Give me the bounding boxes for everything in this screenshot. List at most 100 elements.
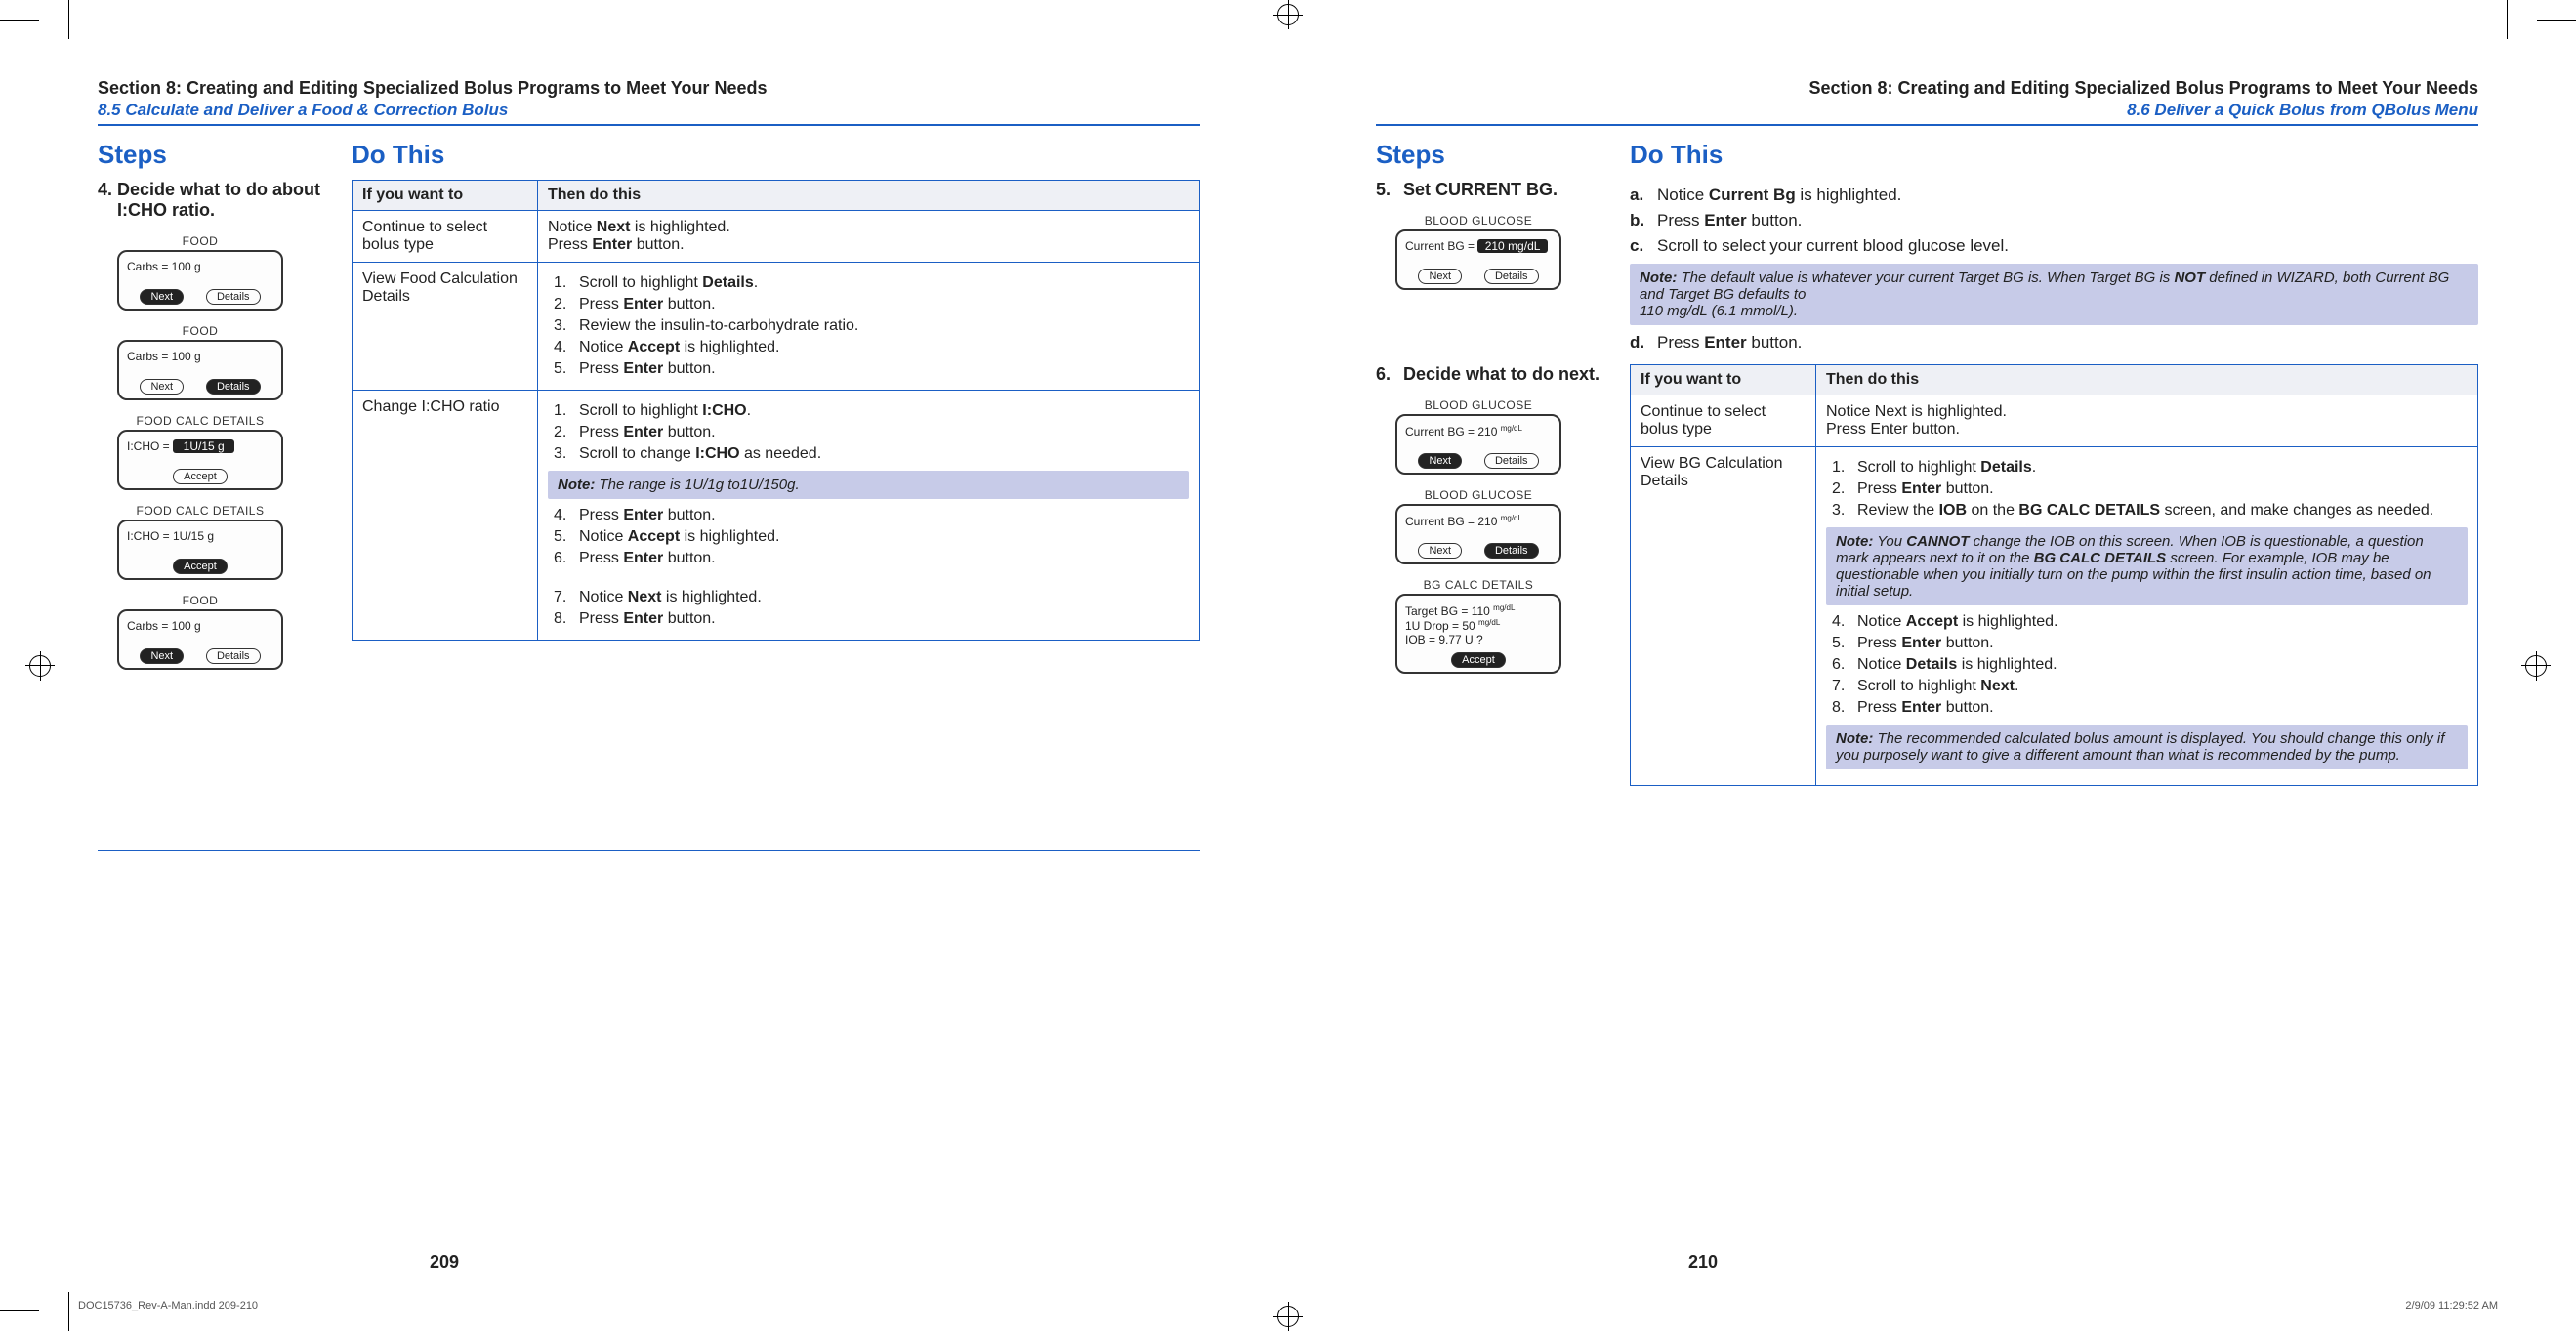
td-want: Continue to select bolus type — [1631, 395, 1816, 447]
note-box: Note: The recommended calculated bolus a… — [1826, 725, 2468, 769]
device-line: Carbs = 100 g — [127, 619, 273, 633]
list-item: 4.Notice Accept is highlighted. — [554, 339, 1189, 356]
list-item: b.Press Enter button. — [1630, 211, 2478, 230]
section-sub: 8.5 Calculate and Deliver a Food & Corre… — [98, 101, 1200, 120]
th-want: If you want to — [353, 181, 538, 211]
td-do: Notice Next is highlighted.Press Enter b… — [1816, 395, 2478, 447]
device-title: FOOD CALC DETAILS — [117, 504, 283, 518]
th-want: If you want to — [1631, 365, 1816, 395]
list-item: 6.Press Enter button. — [554, 550, 1189, 567]
list-item: 3.Review the insulin-to-carbohydrate rat… — [554, 317, 1189, 335]
line: Notice Next is highlighted. — [548, 219, 1189, 236]
device-line: Carbs = 100 g — [127, 350, 273, 363]
device-screenshot: FOOD Carbs = 100 gNextDetails — [117, 594, 283, 670]
header-rule — [98, 124, 1200, 126]
device-screenshot: FOOD Carbs = 100 g Next Details — [117, 234, 283, 311]
note-box: Note: The default value is whatever your… — [1630, 264, 2478, 325]
step-title: Decide what to do about I:CHO ratio. — [117, 180, 336, 221]
step-number: 5. — [1376, 180, 1403, 200]
page-number: 210 — [1688, 1252, 1718, 1272]
list-item: 3.Scroll to change I:CHO as needed. — [554, 445, 1189, 463]
device-title: BLOOD GLUCOSE — [1395, 214, 1561, 228]
device-line: I:CHO = 1U/15 g — [127, 439, 273, 453]
line: Press Enter button. — [548, 236, 1189, 254]
line: Press Enter button. — [1826, 421, 2468, 438]
list-item: 1.Scroll to highlight Details. — [1832, 459, 2468, 477]
footer-file: DOC15736_Rev-A-Man.indd 209-210 — [78, 1300, 258, 1311]
list-item: 5.Press Enter button. — [1832, 635, 2468, 652]
device-screenshot: BG CALC DETAILS Target BG = 110 mg/dL1U … — [1395, 578, 1561, 674]
list-item: 7.Scroll to highlight Next. — [1832, 678, 2468, 695]
device-button: Details — [206, 379, 261, 395]
list-item: 5.Press Enter button. — [554, 360, 1189, 378]
list-item: 8.Press Enter button. — [1832, 699, 2468, 717]
list-item: 6.Notice Details is highlighted. — [1832, 656, 2468, 674]
step-title: Decide what to do next. — [1403, 364, 1600, 385]
device-button: Next — [1418, 453, 1462, 469]
device-line: Current BG = 210 mg/dL — [1405, 239, 1552, 253]
device-button: Details — [1484, 543, 1539, 559]
td-do: Notice Next is highlighted.Press Enter b… — [538, 211, 1200, 263]
device-button: Next — [140, 289, 184, 305]
section-header: Section 8: Creating and Editing Speciali… — [1376, 78, 2478, 99]
th-do: Then do this — [538, 181, 1200, 211]
device-title: FOOD CALC DETAILS — [117, 414, 283, 428]
list-item: 4.Press Enter button. — [554, 507, 1189, 524]
footer-stamp: 2/9/09 11:29:52 AM — [2405, 1300, 2498, 1311]
bottom-rule — [98, 850, 1200, 851]
th-do: Then do this — [1816, 365, 2478, 395]
device-button: Next — [1418, 543, 1462, 559]
device-title: BLOOD GLUCOSE — [1395, 488, 1561, 502]
device-screenshot: FOOD CALC DETAILS I:CHO = 1U/15 gAccept — [117, 504, 283, 580]
header-rule — [1376, 124, 2478, 126]
device-screenshot: FOOD CALC DETAILS I:CHO = 1U/15 g Accept — [117, 414, 283, 490]
device-button: Details — [1484, 269, 1539, 284]
device-screenshot: BLOOD GLUCOSE Current BG = 210 mg/dL Next… — [1395, 398, 1561, 475]
device-line: Current BG = 210 mg/dL — [1405, 424, 1552, 438]
device-line: Current BG = 210 mg/dL — [1405, 514, 1552, 528]
list-item: 4.Notice Accept is highlighted. — [1832, 613, 2468, 631]
device-button: Details — [206, 648, 261, 664]
note-box: Note: The range is 1U/1g to1U/150g. — [548, 471, 1189, 499]
page-number: 209 — [430, 1252, 459, 1272]
col-steps: Steps — [98, 140, 352, 170]
device-line: Carbs = 100 g — [127, 260, 273, 273]
device-title: FOOD — [117, 324, 283, 338]
device-button: Accept — [173, 559, 228, 574]
list-item: 2.Press Enter button. — [554, 424, 1189, 441]
td-do: 1.Scroll to highlight Details.2.Press En… — [538, 263, 1200, 391]
td-want: View BG Calculation Details — [1631, 447, 1816, 786]
note-box: Note: You CANNOT change the IOB on this … — [1826, 527, 2468, 605]
td-want: Continue to select bolus type — [353, 211, 538, 263]
device-line: Target BG = 110 mg/dL1U Drop = 50 mg/dLI… — [1405, 603, 1552, 646]
device-button: Details — [1484, 453, 1539, 469]
device-screenshot: BLOOD GLUCOSE Current BG = 210 mg/dL Next… — [1395, 488, 1561, 564]
td-want: View Food Calculation Details — [353, 263, 538, 391]
device-button: Accept — [1451, 652, 1506, 668]
col-do: Do This — [352, 140, 444, 170]
list-item: a.Notice Current Bg is highlighted. — [1630, 186, 2478, 205]
list-item: 1.Scroll to highlight Details. — [554, 274, 1189, 292]
col-do: Do This — [1630, 140, 1723, 170]
td-want: Change I:CHO ratio — [353, 391, 538, 641]
step-number: 4. — [98, 180, 117, 221]
page-left: Section 8: Creating and Editing Speciali… — [0, 0, 1288, 1331]
section-header: Section 8: Creating and Editing Speciali… — [98, 78, 1200, 99]
list-item: 7.Notice Next is highlighted. — [554, 589, 1189, 606]
device-title: BG CALC DETAILS — [1395, 578, 1561, 592]
list-item: 2.Press Enter button. — [1832, 480, 2468, 498]
device-title: FOOD — [117, 594, 283, 607]
instruction-table: If you want to Then do this Continue to … — [1630, 364, 2478, 786]
device-title: FOOD — [117, 234, 283, 248]
list-item: d.Press Enter button. — [1630, 333, 2478, 353]
device-screenshot: BLOOD GLUCOSE Current BG = 210 mg/dL Nex… — [1395, 214, 1561, 290]
list-item: 8.Press Enter button. — [554, 610, 1189, 628]
device-title: BLOOD GLUCOSE — [1395, 398, 1561, 412]
col-steps: Steps — [1376, 140, 1630, 170]
device-button: Details — [206, 289, 261, 305]
device-button: Next — [1418, 269, 1462, 284]
device-button: Next — [140, 379, 184, 395]
step-number: 6. — [1376, 364, 1403, 385]
instruction-table: If you want to Then do this Continue to … — [352, 180, 1200, 641]
step-title: Set CURRENT BG. — [1403, 180, 1558, 200]
